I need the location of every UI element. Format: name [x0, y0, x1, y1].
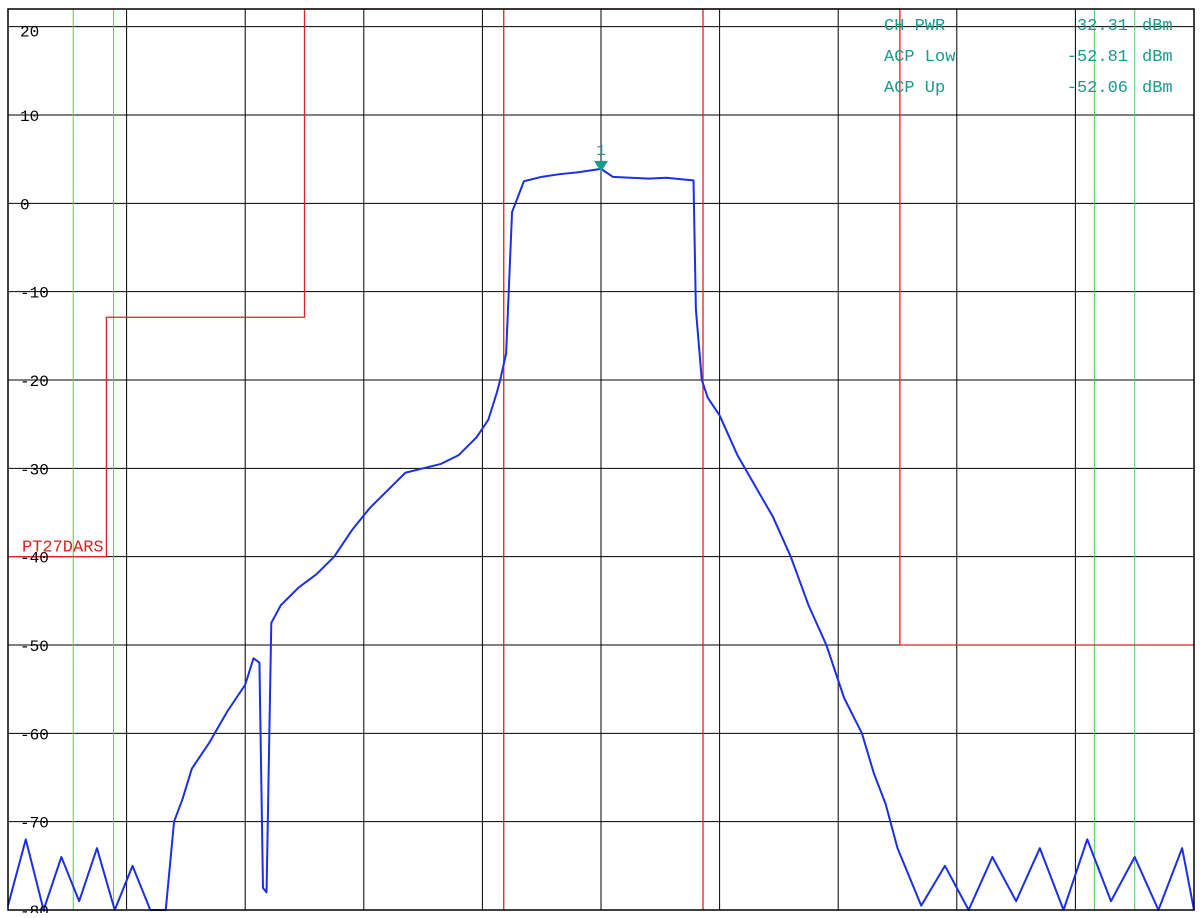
trace-layer — [7, 167, 1195, 911]
readout-unit: dBm — [1142, 48, 1173, 67]
y-tick-label: -60 — [20, 726, 49, 744]
power-readout: CH PWR 32.31 dBm ACP Low -52.81 dBm ACP Up -52.… — [884, 17, 1173, 98]
y-tick-label: 0 — [20, 196, 30, 214]
readout-value: -52.81 — [1067, 48, 1128, 67]
y-tick-label: -20 — [20, 373, 49, 391]
spectrum-trace — [7, 167, 1195, 911]
y-tick-label: -30 — [20, 461, 49, 479]
limit-line-label: PT27DARS — [22, 539, 104, 558]
y-tick-labels: 20 10 0 -10 -20 -30 -40 -50 -60 -70 -80 — [20, 24, 49, 918]
readout-value: 32.31 — [1077, 17, 1128, 36]
marker-label: 1 — [596, 142, 606, 160]
readout-unit: dBm — [1142, 17, 1173, 36]
y-tick-label: -40 — [20, 550, 49, 568]
plot-frame — [7, 8, 1195, 911]
readout-name: CH PWR — [884, 17, 945, 36]
y-tick-label: -70 — [20, 815, 49, 833]
y-tick-label: -80 — [20, 903, 49, 913]
readout-name: ACP Up — [884, 79, 945, 98]
y-tick-label: 10 — [20, 108, 39, 126]
readout-unit: dBm — [1142, 79, 1173, 98]
readout-name: ACP Low — [884, 48, 956, 67]
readout-value: -52.06 — [1067, 79, 1128, 98]
auxiliary-lines — [72, 9, 1136, 910]
marker-layer: 1 — [594, 142, 608, 172]
y-tick-label: 20 — [20, 24, 39, 42]
marker-triangle — [594, 160, 608, 172]
y-tick-label: -10 — [20, 285, 49, 303]
limit-line — [8, 8, 1194, 646]
limit-layer: PT27DARS — [8, 8, 1194, 646]
y-tick-label: -50 — [20, 638, 49, 656]
